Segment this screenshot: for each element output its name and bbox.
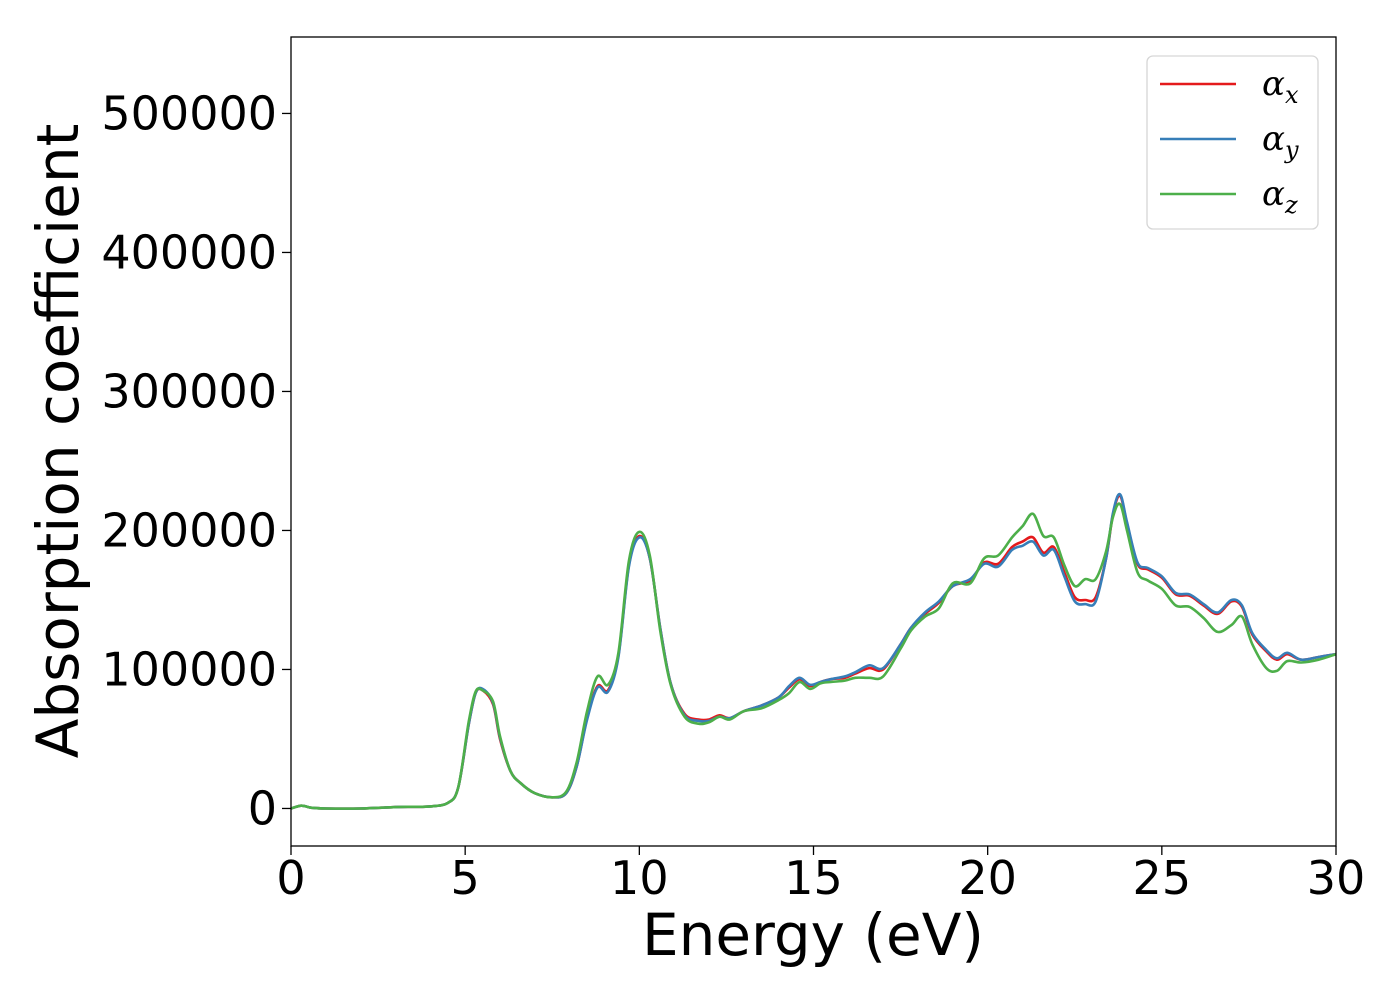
y-tick-label: 300000 <box>101 364 277 418</box>
plot-lines <box>290 492 1337 810</box>
series-line-z <box>290 502 1337 810</box>
legend-box <box>1146 55 1319 230</box>
x-tick-label: 25 <box>1133 851 1192 905</box>
y-axis-title: Absorption coefficient <box>24 124 92 759</box>
y-tick-label: 100000 <box>101 642 277 696</box>
y-tick-label: 500000 <box>101 86 277 140</box>
x-axis-ticks: 0 5 10 15 20 25 30 <box>276 846 1365 905</box>
x-tick-label: 5 <box>451 851 480 905</box>
x-tick-label: 30 <box>1307 851 1366 905</box>
x-tick-label: 10 <box>610 851 669 905</box>
legend-label-z: αz <box>1262 174 1298 219</box>
series-line-y <box>290 492 1337 810</box>
x-tick-label: 15 <box>784 851 843 905</box>
y-tick-label: 0 <box>248 781 277 835</box>
y-tick-label: 200000 <box>101 503 277 557</box>
x-axis-title: Energy (eV) <box>642 901 984 969</box>
x-tick-label: 0 <box>276 851 305 905</box>
y-tick-label: 400000 <box>101 225 277 279</box>
x-tick-label: 20 <box>958 851 1017 905</box>
y-axis-ticks: 0 100000 200000 300000 400000 500000 <box>101 86 291 835</box>
series-line-x <box>290 494 1337 810</box>
